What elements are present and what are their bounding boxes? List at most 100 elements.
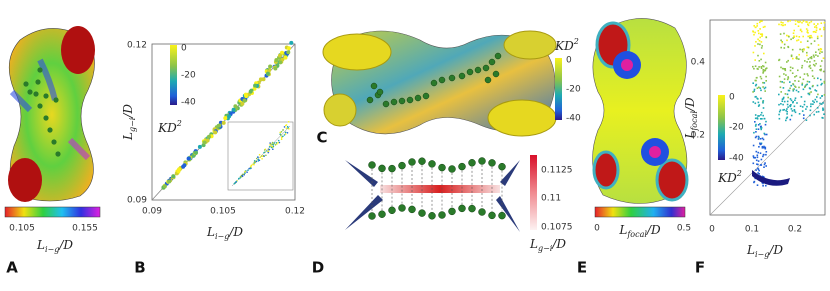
scatter-point (762, 182, 764, 185)
scatter-point (794, 86, 797, 88)
scatter-point (759, 75, 762, 78)
scatter-point (759, 152, 762, 154)
colorbar-label: KD2 (717, 169, 742, 185)
scatter-point (757, 101, 760, 104)
scatter-point (803, 114, 805, 116)
surface-a (8, 26, 95, 202)
scatter-point (762, 26, 765, 28)
scatter-point (244, 94, 249, 99)
scatter-point (763, 52, 765, 55)
scatter-point (754, 96, 757, 98)
scatter-point (813, 23, 815, 25)
scatter-point (754, 125, 757, 127)
inset-point (255, 160, 258, 163)
scatter-point (809, 64, 811, 67)
scatter-point (778, 103, 780, 106)
scatter-point (242, 98, 247, 103)
scatter-point (763, 65, 765, 68)
y-axis-label-main: L (683, 131, 697, 140)
scatter-point (819, 48, 822, 50)
scatter-b (161, 40, 294, 190)
scatter-point (799, 48, 801, 51)
scatter-point (780, 46, 782, 49)
scatter-point (758, 169, 760, 172)
scatter-point (807, 58, 810, 60)
defect-dot (494, 52, 502, 60)
scatter-point (807, 35, 809, 38)
colorbar-label-sub: focal (626, 230, 647, 239)
defect-dot (376, 88, 384, 96)
scatter-point (816, 107, 819, 109)
scatter-point (790, 99, 793, 102)
scatter-point (752, 144, 755, 147)
scatter-point (822, 107, 824, 110)
scatter-point (752, 31, 755, 33)
scatter-point (798, 113, 801, 115)
panel-letter: D (312, 259, 324, 277)
colorbar-label: KD2 (554, 37, 579, 53)
scatter-point (221, 120, 226, 125)
scatter-point (753, 88, 756, 91)
defect-dot (370, 82, 378, 90)
scatter-point (764, 86, 767, 89)
scatter-point (798, 53, 800, 56)
inset-point (276, 143, 278, 145)
y-tick-label: 0.09 (127, 196, 147, 206)
dot (408, 158, 416, 166)
scatter-point (755, 159, 758, 162)
defect-dot (53, 97, 59, 103)
inset-point (273, 142, 276, 144)
scatter-point (762, 69, 765, 71)
scatter-point (781, 24, 784, 27)
scatter-point (815, 29, 818, 32)
scatter-point (756, 118, 759, 120)
scatter-point (807, 92, 810, 95)
scatter-point (785, 109, 787, 112)
scatter-point (809, 109, 812, 112)
scatter-point (822, 102, 824, 104)
scatter-point (752, 155, 755, 157)
scatter-point (807, 74, 809, 77)
colorbar-label-sup: 2 (573, 37, 579, 46)
scatter-point (779, 86, 782, 89)
dot (498, 211, 506, 220)
scatter-point (759, 21, 761, 24)
scatter-point (820, 22, 823, 24)
scatter-point (789, 98, 792, 100)
scatter-point (809, 37, 811, 39)
scatter-point (786, 78, 789, 81)
scatter-point (761, 20, 763, 22)
scatter-point (814, 89, 816, 91)
inset-point (271, 141, 274, 144)
scatter-point (820, 35, 823, 37)
inset-point (269, 144, 271, 146)
dot (398, 204, 406, 212)
inset-point (282, 129, 285, 131)
scatter-point (794, 23, 797, 25)
inset-point (268, 148, 271, 151)
defect-dot (492, 70, 500, 78)
x-tick-label: 0 (709, 225, 715, 235)
defect-dot (398, 97, 406, 105)
scatter-point (788, 89, 791, 92)
scatter-point (794, 76, 796, 78)
scatter-point (755, 150, 758, 153)
scatter-point (817, 93, 819, 96)
scatter-point (805, 84, 807, 86)
scatter-point (809, 67, 812, 69)
scatter-point (786, 100, 789, 103)
scatter-point (794, 85, 796, 88)
dot (448, 207, 456, 216)
scatter-point (794, 99, 796, 101)
inset-point (272, 145, 275, 148)
scatter-point (762, 102, 764, 104)
scatter-point (790, 104, 792, 106)
inset-point (258, 153, 261, 156)
network-d (345, 160, 520, 232)
scatter-point (761, 137, 764, 140)
y-tick-label: 0.2 (691, 131, 705, 141)
scatter-point (764, 69, 767, 72)
scatter-point (817, 77, 819, 80)
scatter-point (754, 79, 757, 82)
scatter-point (780, 91, 782, 93)
